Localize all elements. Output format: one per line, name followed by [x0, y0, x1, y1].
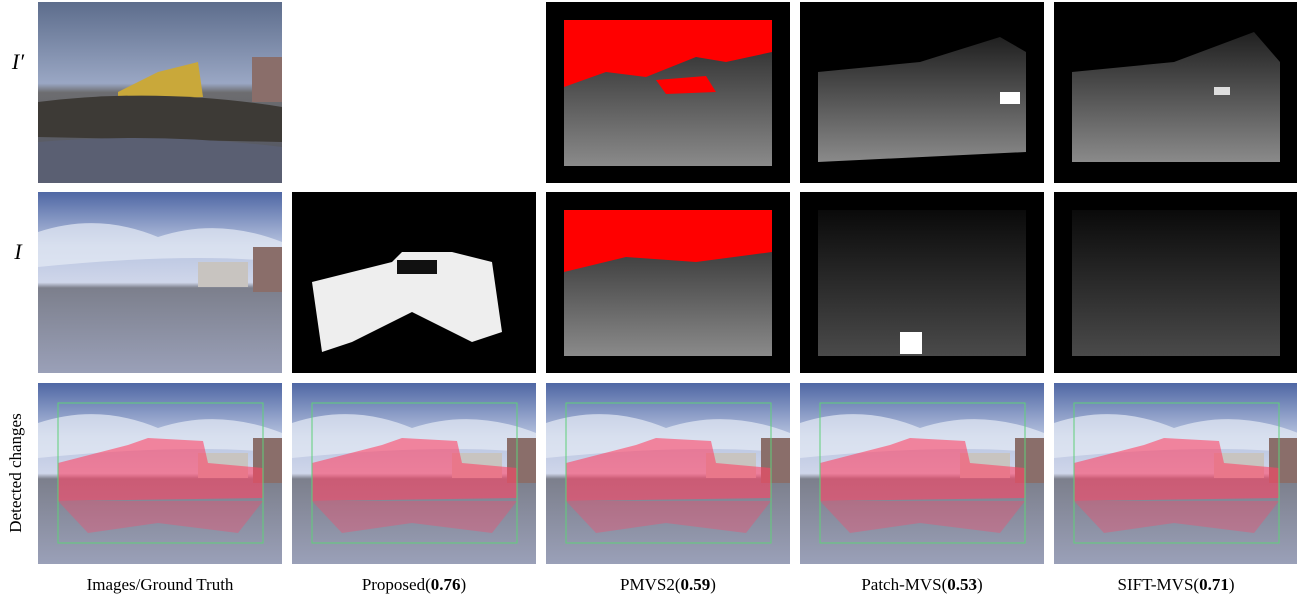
method-name: PMVS2(: [620, 575, 681, 594]
score: 0.59: [681, 575, 711, 594]
row-label: I′: [11, 49, 25, 74]
image: [38, 2, 282, 183]
score: 0.71: [1199, 575, 1229, 594]
depth-map: [546, 2, 790, 183]
method-name: ): [977, 575, 983, 594]
column-caption: Images/Ground Truth: [87, 575, 234, 594]
row-label: Detected changes: [6, 413, 25, 532]
method-name: ): [1229, 575, 1235, 594]
method-name: Images/Ground Truth: [87, 575, 234, 594]
method-name: ): [710, 575, 716, 594]
row-label: I: [13, 239, 23, 264]
method-name: ): [461, 575, 467, 594]
page: I′ I Detected changes Images/Ground Trut…: [0, 0, 1297, 600]
change-mask: [292, 192, 536, 373]
depth-map: [546, 192, 790, 373]
detected-changes: [292, 383, 536, 564]
detected-changes: [546, 383, 790, 564]
depth-map: [1054, 192, 1297, 373]
image: [38, 192, 282, 373]
column-caption: SIFT-MVS(0.71): [1118, 575, 1235, 594]
column-caption: Patch-MVS(0.53): [861, 575, 982, 594]
score: 0.53: [947, 575, 977, 594]
column-caption: Proposed(0.76): [362, 575, 466, 594]
score: 0.76: [431, 575, 461, 594]
detected-changes: [800, 383, 1044, 564]
column-caption: PMVS2(0.59): [620, 575, 716, 594]
detected-changes: [1054, 383, 1297, 564]
detected-changes: [38, 383, 282, 564]
method-name: Patch-MVS(: [861, 575, 947, 594]
panels: [38, 2, 1297, 564]
depth-map: [800, 2, 1044, 183]
method-name: Proposed(: [362, 575, 431, 594]
method-name: SIFT-MVS(: [1118, 575, 1200, 594]
figure: I′ I Detected changes Images/Ground Trut…: [0, 0, 1297, 600]
depth-map: [800, 192, 1044, 373]
depth-map: [1054, 2, 1297, 183]
